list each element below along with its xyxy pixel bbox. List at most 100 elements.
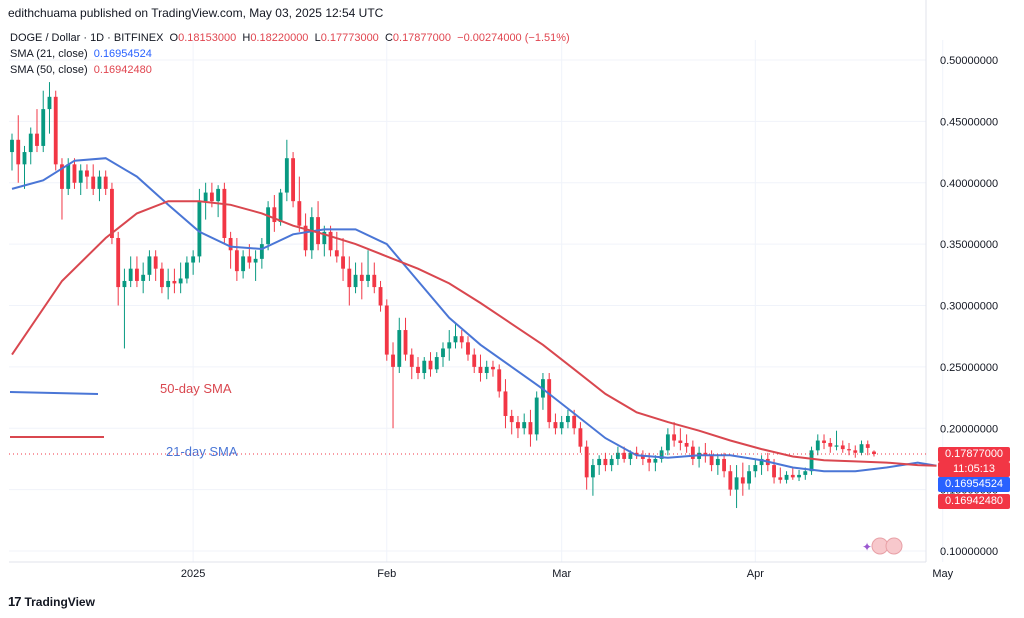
y-tick-label: 0.20000000 — [940, 423, 998, 435]
low-label: L — [314, 32, 321, 44]
candle — [397, 317, 402, 374]
candle-body — [847, 449, 851, 451]
candle — [359, 262, 364, 300]
candle — [497, 364, 502, 398]
legend-sma50-row[interactable]: SMA (50, close) 0.16942480 — [10, 62, 570, 78]
candle-body — [665, 434, 670, 451]
candle — [103, 170, 108, 196]
candle — [422, 357, 427, 380]
candle-body — [859, 444, 864, 453]
y-tick-label: 0.50000000 — [940, 55, 998, 67]
candle — [797, 469, 801, 482]
candle — [815, 434, 820, 456]
candle — [703, 442, 708, 463]
x-axis[interactable]: 2025 Feb Mar Apr May — [181, 568, 954, 580]
candle-body — [97, 176, 102, 189]
sma50-value: 0.16942480 — [93, 64, 152, 76]
candle-body — [334, 250, 339, 257]
candle-body — [747, 471, 751, 484]
candle — [584, 440, 589, 490]
candle-body — [815, 440, 820, 451]
candle — [53, 90, 58, 171]
candle — [534, 391, 539, 441]
candle — [553, 413, 558, 435]
candle-body — [784, 474, 789, 480]
tradingview-logo-icon: 17 — [8, 594, 22, 609]
candle-body — [509, 415, 514, 423]
candle-body — [653, 458, 658, 463]
candle — [309, 207, 314, 259]
y-tick-label: 0.40000000 — [940, 178, 998, 190]
candle — [259, 237, 264, 269]
candle — [91, 164, 96, 196]
candle-body — [297, 201, 302, 226]
candle — [241, 250, 246, 279]
candle — [153, 250, 158, 281]
legend-sma21-row[interactable]: SMA (21, close) 0.16954524 — [10, 46, 570, 62]
candle-body — [590, 465, 595, 478]
candle — [441, 342, 445, 367]
moving-averages — [11, 157, 937, 473]
candle-body — [672, 434, 677, 441]
candle — [197, 188, 202, 263]
candle — [597, 455, 602, 475]
candle-body — [553, 422, 558, 429]
candle-body — [622, 452, 627, 459]
candle-body — [603, 458, 608, 466]
candle-body — [241, 256, 246, 272]
candle — [28, 127, 33, 165]
candle — [865, 440, 870, 456]
candle — [216, 185, 221, 218]
candle-body — [172, 280, 177, 284]
candle-body — [347, 268, 352, 288]
candle — [391, 342, 395, 429]
candle-body — [790, 474, 795, 478]
candle-body — [865, 444, 870, 448]
candle — [122, 268, 127, 349]
candle-body — [47, 96, 52, 110]
candle-body — [578, 428, 583, 447]
candle-body — [284, 158, 289, 193]
candle — [753, 458, 758, 478]
candle — [559, 415, 564, 435]
candle — [640, 450, 645, 466]
y-tick-label: 0.30000000 — [940, 301, 998, 313]
candle — [284, 139, 289, 202]
candle-body — [778, 477, 783, 480]
high-value: 0.18220000 — [250, 32, 309, 44]
candle-body — [328, 231, 333, 251]
footer-brand[interactable]: 17 TradingView — [8, 594, 95, 609]
candle-body — [872, 451, 876, 455]
candle-body — [166, 280, 171, 288]
candle — [47, 82, 52, 134]
candle-body — [428, 360, 433, 370]
candle — [516, 415, 520, 439]
candle-body — [628, 452, 633, 459]
events-icon[interactable]: ✦ — [862, 537, 903, 555]
candle — [141, 262, 146, 294]
candle-body — [434, 357, 439, 370]
candle — [341, 237, 345, 281]
candle-body — [178, 278, 183, 284]
candle — [872, 450, 876, 457]
candle-body — [516, 422, 520, 429]
candle-body — [397, 330, 402, 367]
candle — [453, 323, 458, 349]
candle — [522, 413, 527, 435]
candle — [178, 262, 183, 294]
candle-body — [16, 139, 21, 165]
candle-body — [378, 287, 383, 306]
candle — [734, 465, 739, 509]
candle — [316, 201, 320, 251]
candle — [728, 465, 733, 496]
symbol-label[interactable]: DOGE / Dollar · 1D · BITFINEX — [10, 32, 164, 44]
candle — [678, 428, 683, 451]
candle-body — [41, 109, 46, 146]
legend-ohlc-row: DOGE / Dollar · 1D · BITFINEX O0.1815300… — [10, 30, 570, 46]
candle-body — [116, 237, 121, 288]
candle — [847, 442, 851, 456]
candle — [159, 262, 164, 294]
candle-body — [22, 152, 27, 165]
candle — [759, 455, 764, 475]
